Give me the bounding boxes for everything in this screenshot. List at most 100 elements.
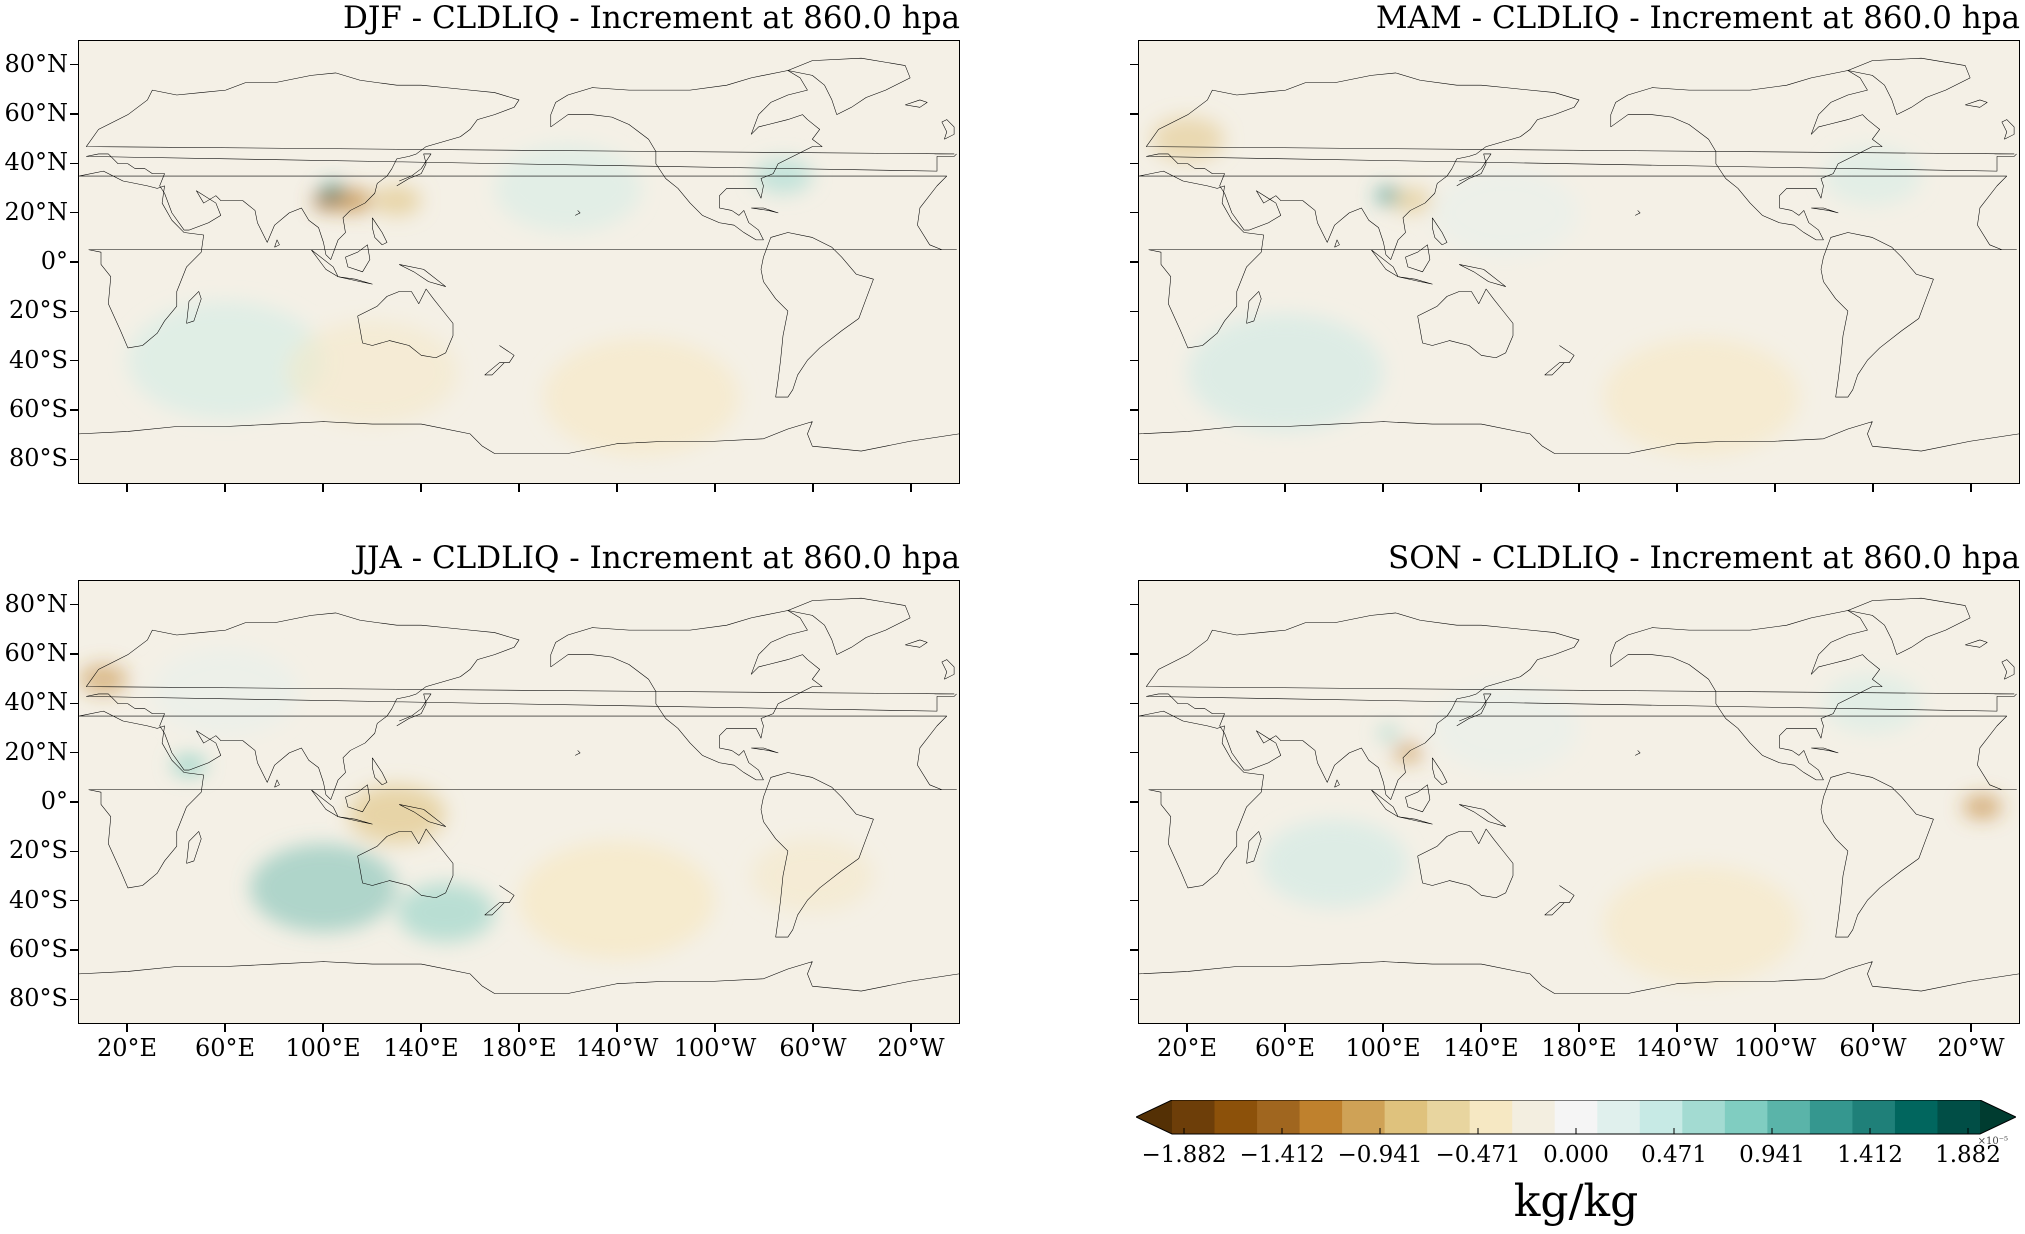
lat-label: 20°S xyxy=(9,296,68,325)
coastline xyxy=(942,660,954,680)
anomaly-blotch xyxy=(519,841,715,960)
coastline xyxy=(2002,660,2014,680)
lon-tick xyxy=(1578,1024,1580,1032)
coastlines xyxy=(79,58,959,453)
coastline xyxy=(1545,885,1574,914)
lon-label: 60°E xyxy=(1254,1034,1316,1062)
lon-tick xyxy=(812,1024,814,1032)
coastline xyxy=(761,773,873,938)
colorbar-tick-label: −0.471 xyxy=(1435,1142,1521,1168)
coastline xyxy=(1848,58,1970,114)
lon-tick xyxy=(1872,484,1874,492)
lat-tick xyxy=(1130,261,1138,263)
lon-label: 100°E xyxy=(1345,1034,1421,1062)
coastline xyxy=(1457,154,1491,186)
lat-tick xyxy=(70,801,78,803)
lat-tick xyxy=(1130,949,1138,951)
lat-label: 80°N xyxy=(4,589,68,618)
lon-label: 100°E xyxy=(285,1034,361,1062)
lat-label: 60°N xyxy=(4,99,68,127)
lon-label: 20°E xyxy=(1156,1034,1218,1062)
colorbar-segment xyxy=(1682,1100,1726,1134)
panel-jja: JJA - CLDLIQ - Increment at 860.0 hpa 80°… xyxy=(0,540,960,1062)
lat-tick xyxy=(70,211,78,214)
anomaly-blotch xyxy=(171,754,207,776)
coastline xyxy=(358,829,453,898)
coastline xyxy=(1545,345,1574,374)
map-area xyxy=(1138,40,2020,484)
lon-label: 100°W xyxy=(673,1034,757,1062)
coastline xyxy=(788,58,910,114)
colorbar: −1.882 −1.412 −0.941 −0.471 0.000 0.471 0.941 1… xyxy=(1136,1100,2016,1230)
lon-tick xyxy=(322,1024,324,1032)
coastline xyxy=(79,962,959,994)
coastline xyxy=(399,804,445,826)
panel-title: SON - CLDLIQ - Increment at 860.0 hpa xyxy=(1388,540,2020,576)
colorbar-exponent: ×10⁻⁵ xyxy=(1977,1136,2008,1147)
coastline xyxy=(1459,804,1505,826)
coastline xyxy=(372,758,387,785)
anomaly-field xyxy=(1261,674,2002,984)
coastline xyxy=(1965,640,1987,647)
coastline xyxy=(1405,785,1429,812)
colorbar-segment xyxy=(1597,1100,1641,1134)
lat-label: 60°N xyxy=(4,639,68,667)
anomaly-blotch xyxy=(1603,865,1799,984)
lat-tick xyxy=(70,458,78,461)
anomaly-blotch xyxy=(1432,684,1579,773)
coastline xyxy=(1821,233,1933,398)
lat-tick xyxy=(70,899,78,902)
coastline xyxy=(1247,831,1262,863)
coastline xyxy=(1335,780,1340,787)
lat-tick xyxy=(1130,310,1138,313)
colorbar-tick-label: 0.941 xyxy=(1739,1142,1805,1168)
coastlines xyxy=(79,598,959,993)
lat-tick xyxy=(70,603,78,606)
colorbar-segment xyxy=(1384,1100,1428,1134)
lat-tick xyxy=(1130,702,1138,705)
anomaly-blotch xyxy=(372,185,422,216)
lon-tick xyxy=(1186,484,1188,492)
coastline xyxy=(1139,171,2017,348)
lat-label: 80°N xyxy=(4,49,68,78)
coastline xyxy=(551,610,822,779)
anomaly-blotch xyxy=(127,301,324,420)
lon-tick xyxy=(714,1024,716,1032)
lon-tick xyxy=(714,484,716,492)
lon-label: 180°E xyxy=(1541,1034,1617,1062)
lon-label: 60°E xyxy=(194,1034,256,1062)
lon-tick xyxy=(1970,1024,1972,1032)
lat-label: 0° xyxy=(40,787,68,815)
coastline xyxy=(338,817,372,824)
lat-label: 40°S xyxy=(9,885,68,914)
colorbar-tick-label: −0.941 xyxy=(1337,1142,1423,1168)
lon-tick xyxy=(1186,1024,1188,1032)
anomaly-blotch xyxy=(1603,338,1799,456)
anomaly-field xyxy=(1151,117,1922,456)
coastline xyxy=(1432,758,1447,785)
lon-tick xyxy=(812,484,814,492)
lon-tick xyxy=(1284,1024,1286,1032)
colorbar-segment xyxy=(1257,1100,1301,1134)
coastline xyxy=(79,711,957,888)
anomaly-blotch xyxy=(1823,674,1922,734)
anomaly-blotch xyxy=(543,338,739,456)
anomaly-blotch xyxy=(1432,168,1579,258)
coastline xyxy=(1247,291,1262,323)
lat-tick xyxy=(70,850,78,853)
map-svg xyxy=(79,41,959,456)
lat-tick xyxy=(70,702,78,705)
coastline xyxy=(1611,70,1882,239)
colorbar-segment xyxy=(1469,1100,1513,1134)
lat-label: 80°S xyxy=(9,984,68,1013)
lon-label: 20°W xyxy=(877,1034,945,1062)
coastline xyxy=(399,264,445,286)
map-area xyxy=(78,40,960,484)
lon-tick xyxy=(1676,484,1678,492)
colorbar-segment xyxy=(1299,1100,1343,1134)
coastline xyxy=(1371,790,1398,817)
colorbar-segment xyxy=(1937,1100,1981,1134)
lat-tick xyxy=(1130,998,1138,1001)
lon-tick xyxy=(518,484,520,492)
lat-tick xyxy=(70,751,78,754)
